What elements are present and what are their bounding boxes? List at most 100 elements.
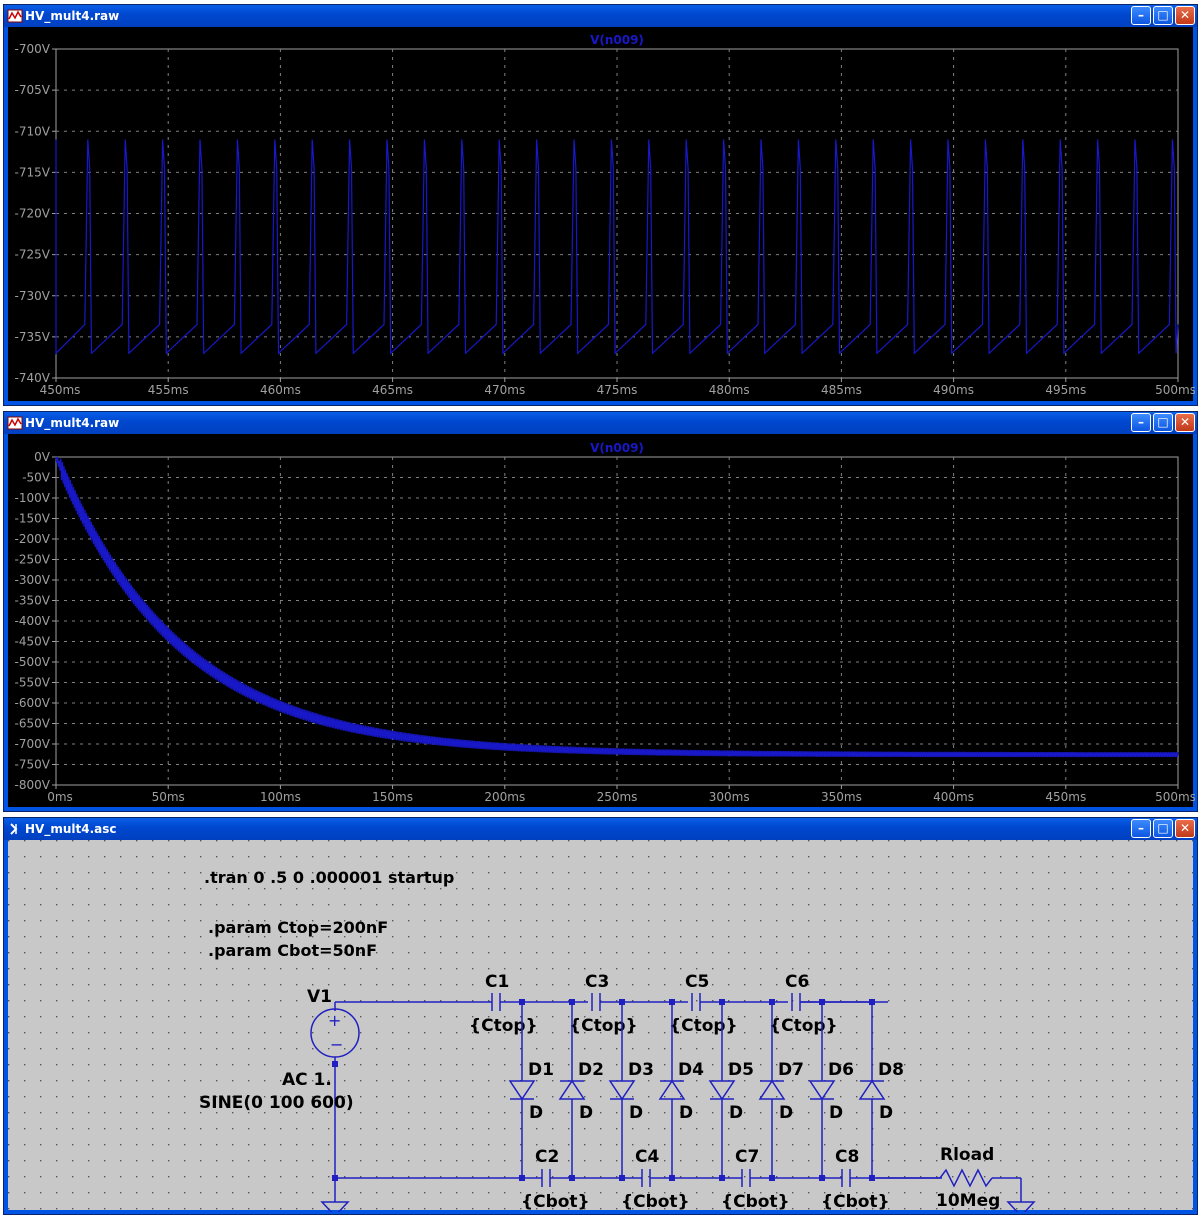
param-cbot-directive: .param Cbot=50nF [208,941,377,960]
schematic-canvas[interactable]: .tran 0 .5 0 .000001 startup .param Ctop=… [8,840,1195,1212]
load-name: Rload [940,1145,994,1165]
bottom-capacitor-value: {Cbot} [721,1192,790,1212]
trace-label: V(n009) [590,441,644,455]
ground-symbol [1006,1201,1036,1212]
param-ctop-directive: .param Ctop=200nF [208,918,388,937]
title-bar[interactable]: HV_mult4.raw – □ ✕ [4,412,1197,434]
waveform-chart[interactable]: 0ms 50ms 100ms 150ms 200ms 250ms 300ms 350ms 400… [8,434,1195,809]
diode-model: D [529,1103,543,1123]
waveform-app-icon [7,416,23,430]
source-value-label: SINE(0 100 600) [199,1093,354,1113]
junction-dot [519,1175,525,1181]
y-tick-label: -550V [15,676,51,690]
x-tick-label: 485ms [821,383,862,397]
y-tick-label: -200V [15,532,51,546]
diode-name: D2 [578,1060,604,1080]
close-button[interactable]: ✕ [1175,413,1195,432]
junction-dot [819,999,825,1005]
maximize-button[interactable]: □ [1153,819,1173,838]
x-tick-label: 450ms [1045,790,1086,804]
bottom-capacitor-name: C4 [635,1147,659,1167]
y-tick-label: -650V [15,717,51,731]
diode-name: D5 [728,1060,754,1080]
y-tick-label: -740V [15,371,51,385]
close-button[interactable]: ✕ [1175,819,1195,838]
diode-model: D [679,1103,693,1123]
junction-dot [669,999,675,1005]
x-tick-label: 490ms [933,383,974,397]
plot-pane[interactable]: 0ms 50ms 100ms 150ms 200ms 250ms 300ms 350ms 400… [8,434,1195,809]
x-tick-label: 100ms [260,790,301,804]
minimize-button[interactable]: – [1131,413,1151,432]
junction-dot [332,1061,338,1067]
junction-dot [569,1175,575,1181]
junction-dot [869,999,875,1005]
minimize-button[interactable]: – [1131,6,1151,25]
diode-model: D [829,1103,843,1123]
x-tick-label: 400ms [933,790,974,804]
y-tick-label: -750V [15,758,51,772]
junction-dot [769,999,775,1005]
diode-model: D [729,1103,743,1123]
tran-directive: .tran 0 .5 0 .000001 startup [204,868,454,887]
title-bar[interactable]: HV_mult4.asc – □ ✕ [4,818,1197,840]
y-tick-label: -705V [15,83,51,97]
resistor-symbol [939,1168,993,1188]
bottom-capacitor-value: {Cbot} [621,1192,690,1212]
x-tick-label: 470ms [484,383,525,397]
x-tick-label: 465ms [372,383,413,397]
x-tick-label: 250ms [597,790,638,804]
bottom-capacitor-value: {Cbot} [821,1192,890,1212]
diode-model: D [779,1103,793,1123]
top-capacitor-name: C5 [685,972,709,992]
diode-symbol [508,1080,536,1101]
x-tick-label: 455ms [148,383,189,397]
y-tick-label: -735V [15,330,51,344]
top-capacitor-value: {Ctop} [669,1016,738,1036]
y-tick-label: -720V [15,207,51,221]
diode-name: D1 [528,1060,554,1080]
diode-name: D8 [878,1060,904,1080]
maximize-button[interactable]: □ [1153,6,1173,25]
minus-sign: − [330,1035,343,1054]
x-tick-label: 0ms [47,790,73,804]
junction-dot [519,999,525,1005]
y-tick-label: -725V [15,248,51,262]
x-tick-label: 350ms [821,790,862,804]
x-tick-label: 480ms [709,383,750,397]
diode-symbol [858,1079,886,1100]
diode-name: D6 [828,1060,854,1080]
schematic-app-icon [10,823,18,835]
x-tick-label: 150ms [372,790,413,804]
y-tick-label: -350V [15,594,51,608]
ground-symbol [320,1201,350,1212]
junction-dot [719,999,725,1005]
plot-pane[interactable]: 450ms 455ms 460ms 465ms 470ms 475ms 480ms 485ms… [8,27,1195,403]
x-tick-label: 200ms [484,790,525,804]
x-tick-label: 495ms [1045,383,1086,397]
bottom-capacitor-name: C7 [735,1147,759,1167]
x-tick-label: 500ms [1155,383,1195,397]
source-ac-label: AC 1. [282,1070,332,1090]
junction-dot [569,999,575,1005]
bottom-capacitor-name: C2 [535,1147,559,1167]
junction-dot [619,1175,625,1181]
maximize-button[interactable]: □ [1153,413,1173,432]
x-tick-label: 300ms [709,790,750,804]
window-title: HV_mult4.raw [25,9,120,23]
y-tick-label: -250V [15,553,51,567]
junction-dot [669,1175,675,1181]
y-tick-label: -150V [15,512,51,526]
window-title: HV_mult4.raw [25,416,120,430]
minimize-button[interactable]: – [1131,819,1151,838]
close-button[interactable]: ✕ [1175,6,1195,25]
title-bar[interactable]: HV_mult4.raw – □ ✕ [4,5,1197,27]
y-tick-label: -100V [15,491,51,505]
y-tick-label: -600V [15,696,51,710]
x-tick-label: 450ms [40,383,81,397]
waveform-chart[interactable]: 450ms 455ms 460ms 465ms 470ms 475ms 480ms 485ms… [8,27,1195,403]
diode-symbol [558,1079,586,1100]
diode-symbol [808,1080,836,1101]
x-tick-label: 460ms [260,383,301,397]
junction-dot [619,999,625,1005]
